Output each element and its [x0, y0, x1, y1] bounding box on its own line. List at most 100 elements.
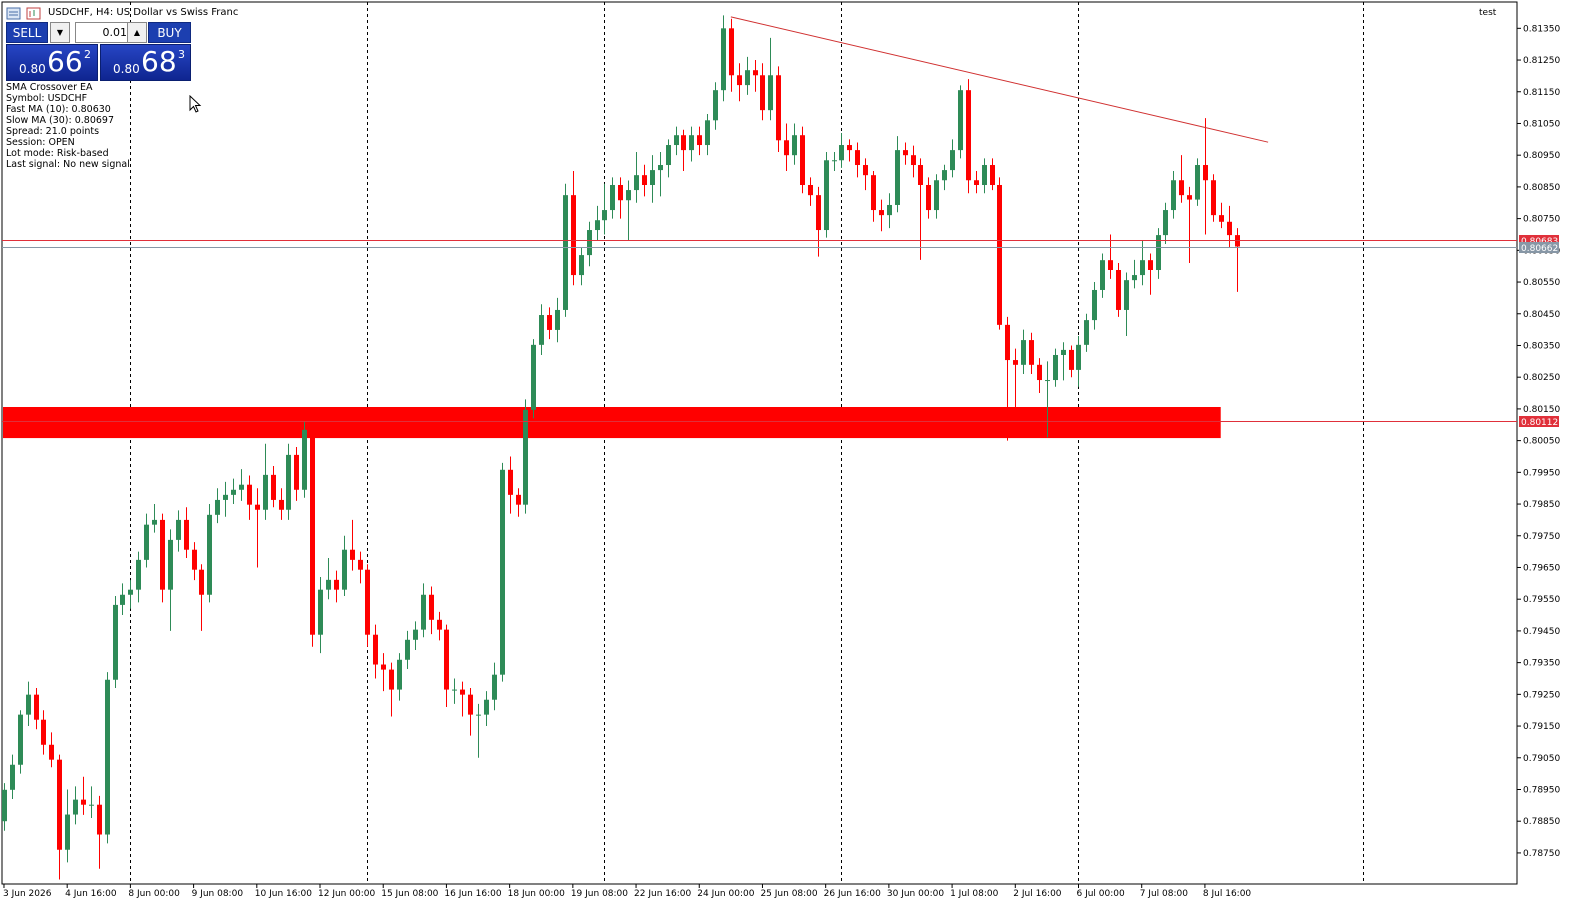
candle-body	[476, 714, 481, 716]
candle-body	[413, 629, 418, 640]
candle-body	[784, 140, 789, 156]
candle-body	[974, 180, 979, 185]
candle-body	[318, 589, 323, 635]
candle-body	[689, 135, 694, 151]
ask-quote[interactable]: 0.80 68 3	[100, 44, 191, 81]
candle-body	[294, 454, 299, 490]
candle-body	[223, 494, 228, 500]
candle-body	[41, 719, 46, 745]
candle-body	[1203, 165, 1208, 181]
candle-body	[1179, 180, 1184, 196]
candle-body	[555, 309, 560, 330]
candle-body	[800, 135, 805, 185]
y-tick-label: 0.81350	[1523, 24, 1560, 34]
x-tick-label: 10 Jun 16:00	[255, 889, 312, 899]
candle-body	[824, 160, 829, 231]
candle-body	[271, 474, 276, 500]
candle-body	[97, 804, 102, 835]
ea-comment-line: Last signal: No new signal	[6, 159, 130, 170]
candle-body	[1211, 180, 1216, 216]
candle-body	[49, 744, 54, 760]
candle-body	[215, 499, 220, 515]
candle-body	[263, 474, 268, 510]
candle-body	[681, 135, 686, 151]
bid-quote[interactable]: 0.80 66 2	[6, 44, 98, 81]
x-tick-label: 16 Jun 16:00	[444, 889, 501, 899]
price-label: 0.80662	[1521, 244, 1558, 254]
x-tick-label: 6 Jul 00:00	[1076, 889, 1125, 899]
candle-body	[231, 489, 236, 495]
buy-button[interactable]: BUY	[148, 22, 191, 43]
ea-comment: SMA Crossover EA Symbol: USDCHF Fast MA (1…	[6, 82, 130, 170]
candle-body	[697, 135, 702, 146]
y-tick-label: 0.81250	[1523, 56, 1560, 66]
candle-body	[247, 484, 252, 505]
candle-body	[934, 180, 939, 211]
candle-body	[286, 454, 291, 510]
candle-body	[911, 155, 916, 166]
candle-body	[1061, 349, 1066, 355]
candle-body	[571, 195, 576, 276]
bid-prefix: 0.80	[19, 62, 46, 76]
candle-body	[997, 184, 1002, 325]
candle-body	[81, 799, 86, 805]
candle-body	[1148, 260, 1153, 270]
candle-body	[713, 90, 718, 121]
x-tick-label: 7 Jul 08:00	[1140, 889, 1189, 899]
candle-body	[160, 519, 165, 590]
candle-body	[618, 184, 623, 201]
candle-body	[389, 669, 394, 690]
y-tick-label: 0.79250	[1523, 690, 1560, 700]
candle-body	[839, 145, 844, 161]
candle-body	[1005, 324, 1010, 361]
candle-body	[184, 519, 189, 550]
candle-body	[539, 315, 544, 345]
candle-body	[626, 190, 631, 201]
candle-body	[342, 549, 347, 590]
candle-body	[610, 184, 615, 211]
candle-body	[192, 549, 197, 570]
candle-body	[1156, 235, 1161, 270]
candle-body	[1132, 275, 1137, 281]
candle-body	[855, 150, 860, 166]
candle-body	[168, 539, 173, 590]
ea-comment-line: Lot mode: Risk-based	[6, 148, 109, 159]
candle-body	[373, 634, 378, 665]
x-tick-label: 8 Jun 00:00	[128, 889, 180, 899]
y-tick-label: 0.80950	[1523, 151, 1560, 161]
x-tick-label: 4 Jun 16:00	[65, 889, 117, 899]
candle-body	[326, 579, 331, 590]
candle-body	[832, 160, 837, 162]
trendline	[730, 16, 1269, 143]
candle-body	[1163, 210, 1168, 236]
candle-body	[484, 699, 489, 715]
price-label: 0.80112	[1521, 418, 1558, 428]
candle-body	[1100, 260, 1105, 290]
candle-body	[642, 175, 647, 185]
candle-body	[634, 175, 639, 191]
lot-down[interactable]: ▼	[50, 22, 70, 43]
candle-body	[365, 569, 370, 635]
candle-body	[302, 429, 307, 490]
candle-body	[547, 315, 552, 330]
candle-body	[531, 344, 536, 410]
candle-body	[879, 210, 884, 216]
candle-body	[89, 804, 94, 806]
y-tick-label: 0.79450	[1523, 627, 1560, 637]
candle-body	[966, 90, 971, 181]
candle-body	[1069, 349, 1074, 370]
candle-body	[1124, 280, 1129, 310]
y-tick-label: 0.80450	[1523, 310, 1560, 320]
y-tick-label: 0.79950	[1523, 468, 1560, 478]
ea-comment-line: SMA Crossover EA	[6, 82, 93, 93]
lot-field[interactable]: 0.01	[75, 22, 132, 43]
candle-body	[1195, 165, 1200, 200]
candle-body	[950, 150, 955, 171]
candle-body	[468, 694, 473, 715]
sell-button[interactable]: SELL	[6, 22, 48, 43]
candle-body	[776, 75, 781, 141]
lot-up[interactable]: ▲	[127, 22, 147, 43]
